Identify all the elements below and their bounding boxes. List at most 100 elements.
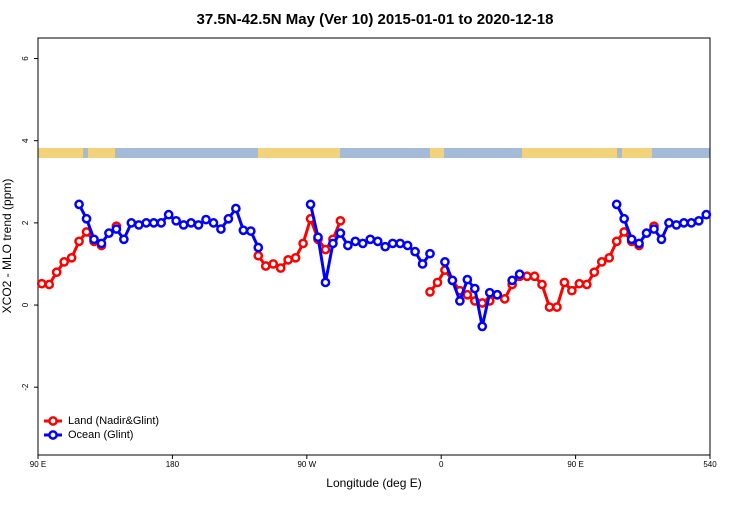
- y-axis-label: XCO2 - MLO trend (ppm): [0, 179, 14, 314]
- point: [104, 228, 114, 238]
- point: [178, 220, 189, 230]
- point: [477, 298, 488, 308]
- point: [208, 218, 219, 228]
- point: [290, 252, 301, 263]
- point: [74, 236, 84, 247]
- point: [671, 220, 682, 230]
- y-tick-label: -2: [21, 383, 30, 391]
- point: [679, 218, 689, 228]
- point: [343, 240, 353, 251]
- point: [51, 267, 62, 278]
- point: [380, 241, 391, 252]
- point: [253, 242, 264, 253]
- point: [425, 287, 435, 297]
- x-tick-label: 180: [166, 460, 180, 469]
- point: [537, 279, 547, 290]
- point: [395, 238, 405, 249]
- y-tick-label: 6: [21, 56, 30, 61]
- point: [365, 234, 376, 245]
- point: [305, 199, 316, 210]
- point: [634, 238, 644, 249]
- y-tick-label: 0: [21, 302, 30, 307]
- point: [462, 289, 473, 300]
- point: [507, 275, 517, 286]
- point: [89, 234, 99, 245]
- x-tick-label: 0: [439, 460, 444, 469]
- point: [559, 277, 570, 288]
- chart-title: 37.5N-42.5N May (Ver 10) 2015-01-01 to 2…: [197, 11, 554, 28]
- legend-label: Land (Nadir&Glint): [68, 415, 159, 427]
- legend-marker: [48, 430, 58, 440]
- point: [66, 252, 77, 263]
- point: [260, 261, 271, 271]
- point: [216, 224, 226, 234]
- point: [193, 220, 204, 230]
- point: [522, 271, 532, 282]
- point: [44, 279, 55, 290]
- point: [119, 234, 129, 245]
- y-tick-label: 2: [21, 220, 30, 225]
- point: [186, 218, 196, 228]
- point: [492, 289, 503, 300]
- point: [410, 246, 420, 257]
- point: [111, 224, 122, 234]
- point: [656, 234, 667, 245]
- point: [611, 199, 622, 210]
- point: [484, 287, 495, 298]
- series-line: [42, 219, 654, 307]
- x-tick-label: 90 E: [567, 460, 583, 469]
- point: [275, 263, 286, 273]
- point: [141, 218, 152, 228]
- point: [499, 294, 510, 304]
- point: [96, 238, 107, 249]
- point: [686, 218, 697, 228]
- point: [36, 278, 47, 289]
- point: [447, 275, 458, 286]
- y-tick-label: 4: [21, 138, 30, 143]
- point: [425, 248, 435, 259]
- point: [320, 277, 331, 288]
- point: [268, 259, 279, 269]
- point: [477, 321, 488, 332]
- point: [440, 257, 450, 267]
- point: [664, 218, 674, 228]
- x-tick-label: 90 E: [30, 460, 46, 469]
- legend-label: Ocean (Glint): [68, 429, 133, 441]
- point: [589, 267, 600, 278]
- point: [335, 228, 346, 238]
- point: [462, 274, 473, 285]
- point: [223, 213, 234, 224]
- point: [455, 296, 465, 306]
- point: [231, 203, 241, 214]
- point: [283, 255, 293, 265]
- point: [596, 257, 607, 267]
- point: [469, 283, 480, 294]
- map-strip: [38, 148, 710, 158]
- plot-frame: [37, 37, 711, 456]
- point: [693, 215, 704, 226]
- point: [171, 215, 181, 226]
- x-tick-label: 540: [703, 460, 717, 469]
- point: [328, 238, 338, 249]
- point: [238, 225, 249, 236]
- point: [298, 238, 308, 249]
- point: [148, 218, 159, 228]
- series: [74, 199, 712, 332]
- point: [59, 257, 69, 267]
- legend-marker: [48, 416, 58, 426]
- point: [320, 244, 331, 255]
- point: [163, 209, 174, 220]
- point: [74, 199, 84, 210]
- point: [626, 234, 637, 245]
- point: [81, 213, 92, 224]
- point: [619, 213, 629, 224]
- point: [611, 236, 622, 247]
- x-tick-label: 90 W: [297, 460, 316, 469]
- point: [156, 218, 167, 228]
- point: [544, 302, 555, 312]
- point: [350, 236, 361, 247]
- x-axis-label: Longitude (deg E): [326, 476, 421, 490]
- series: [38, 215, 657, 311]
- point: [581, 279, 592, 290]
